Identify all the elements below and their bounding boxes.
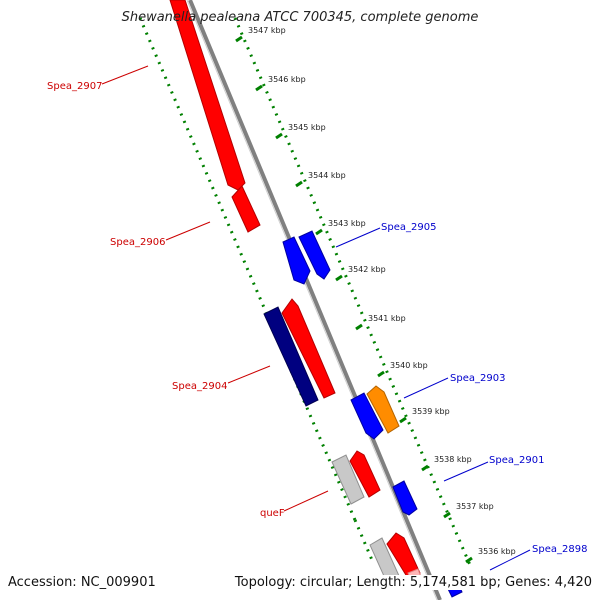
scale-tick-mark bbox=[235, 35, 243, 43]
gene-callout-line bbox=[403, 377, 449, 399]
gene-callout-line bbox=[283, 490, 329, 512]
outer-tick-track bbox=[138, 17, 357, 521]
gene-callout-line bbox=[101, 65, 149, 85]
gene-callout-line bbox=[443, 461, 489, 482]
scale-tick-mark bbox=[443, 511, 451, 519]
scale-tick-label: 3546 kbp bbox=[268, 75, 306, 84]
gene-label-spea-2901[interactable]: Spea_2901 bbox=[489, 455, 544, 466]
scale-tick-mark bbox=[275, 132, 283, 140]
accession-text: Accession: NC_009901 bbox=[8, 575, 156, 590]
scale-tick-label: 3542 kbp bbox=[348, 265, 386, 274]
scale-tick-label: 3545 kbp bbox=[288, 123, 326, 132]
gene-quef-arrow[interactable] bbox=[331, 454, 365, 505]
gene-label-quef[interactable]: queF bbox=[260, 508, 285, 519]
genome-backbone-highlight bbox=[186, 0, 438, 600]
gene-label-spea-2904[interactable]: Spea_2904 bbox=[172, 381, 227, 392]
scale-tick-mark bbox=[255, 84, 263, 92]
scale-tick-mark bbox=[399, 416, 407, 424]
gene-spea-2903-arrow[interactable] bbox=[350, 392, 384, 440]
scale-tick-mark bbox=[295, 180, 303, 188]
scale-tick-label: 3543 kbp bbox=[328, 219, 366, 228]
gene-callout-line bbox=[227, 365, 271, 384]
scale-tick-label: 3536 kbp bbox=[478, 547, 516, 556]
scale-tick-label: 3544 kbp bbox=[308, 171, 346, 180]
gene-label-spea-2898[interactable]: Spea_2898 bbox=[532, 544, 587, 555]
gene-bottom-red-arrow[interactable] bbox=[386, 532, 421, 581]
gene-spea-2904b-arrow[interactable] bbox=[263, 306, 319, 407]
gene-callout-line bbox=[335, 227, 381, 248]
scale-tick-mark bbox=[421, 464, 429, 472]
outer-tick-track-lower bbox=[353, 519, 374, 561]
gene-spea-2905a-arrow[interactable] bbox=[282, 236, 311, 285]
gene-label-spea-2906[interactable]: Spea_2906 bbox=[110, 237, 165, 248]
topology-text: Topology: circular; Length: 5,174,581 bp… bbox=[234, 575, 592, 590]
gene-spea-2904-arrow[interactable] bbox=[281, 298, 336, 399]
gene-label-spea-2903[interactable]: Spea_2903 bbox=[450, 373, 505, 384]
scale-tick-label: 3540 kbp bbox=[390, 361, 428, 370]
scale-tick-label: 3541 kbp bbox=[368, 314, 406, 323]
inner-tick-track bbox=[233, 17, 472, 566]
scale-tick-mark bbox=[377, 370, 385, 378]
gene-quef-red-arrow[interactable] bbox=[349, 450, 381, 498]
gene-label-spea-2905[interactable]: Spea_2905 bbox=[381, 222, 436, 233]
scale-ticks: 3547 kbp 3546 kbp 3545 kbp 3544 kbp 3543 kbp… bbox=[235, 26, 516, 564]
scale-tick-mark bbox=[355, 323, 363, 331]
gene-callout-line bbox=[165, 221, 211, 241]
gene-spea-2907-arrow[interactable] bbox=[169, 0, 246, 191]
gene-callout-line bbox=[489, 549, 531, 571]
gene-spea-2903b-arrow[interactable] bbox=[366, 385, 400, 434]
scale-tick-label: 3537 kbp bbox=[456, 502, 494, 511]
gene-spea-2905b-arrow[interactable] bbox=[298, 230, 331, 280]
scale-tick-label: 3538 kbp bbox=[434, 455, 472, 464]
gene-label-spea-2907[interactable]: Spea_2907 bbox=[47, 81, 102, 92]
genome-title: Shewanella pealeana ATCC 700345, complet… bbox=[121, 10, 479, 25]
gene-spea-2906-arrow[interactable] bbox=[231, 185, 261, 233]
gene-spea-2901-arrow[interactable] bbox=[392, 480, 418, 516]
gene-labels: Spea_2907 Spea_2906 Spea_2905 Spea_2904 Spea… bbox=[47, 65, 587, 571]
scale-tick-label: 3547 kbp bbox=[248, 26, 286, 35]
scale-tick-mark bbox=[315, 228, 323, 236]
scale-tick-mark bbox=[465, 556, 473, 564]
scale-tick-mark bbox=[335, 274, 343, 282]
scale-tick-label: 3539 kbp bbox=[412, 407, 450, 416]
